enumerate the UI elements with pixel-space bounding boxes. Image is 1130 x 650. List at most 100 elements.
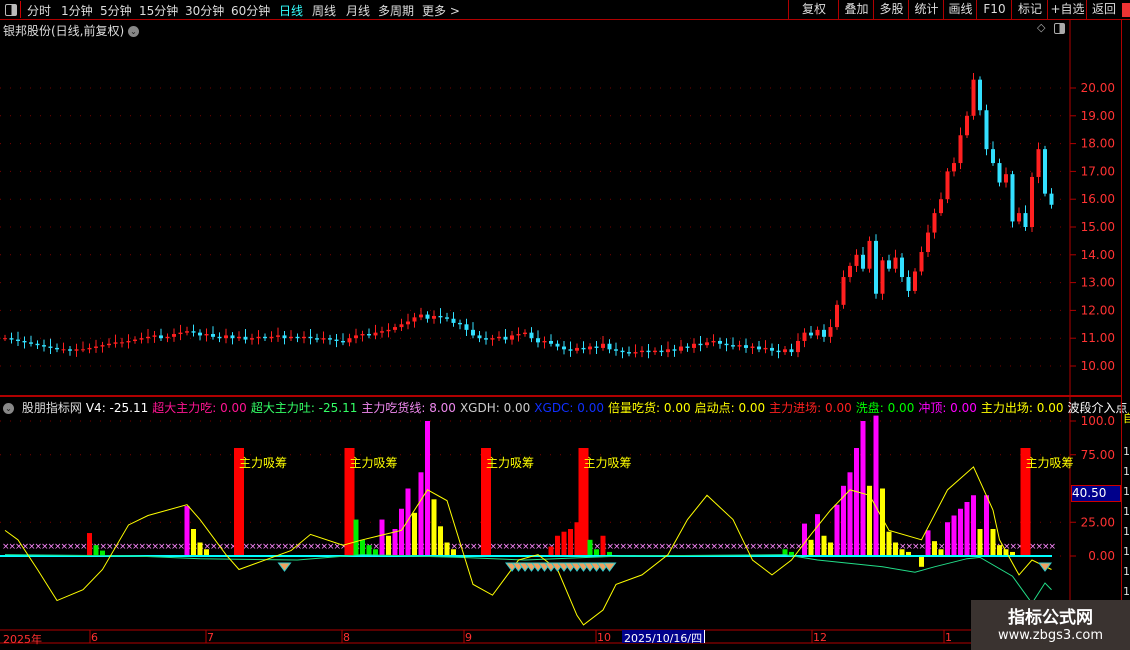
period-tab-4[interactable]: 30分钟 [185,4,225,18]
indicator-bar [873,415,879,556]
band-cross-mark: × [1003,542,1011,552]
toolbar-button-0[interactable]: 复权 [788,0,839,19]
indicator-label: 0.00 [1088,549,1115,563]
price-label: 13.00 [1081,276,1115,290]
period-tab-10[interactable]: 更多 > [422,4,460,18]
indicator-bar [938,549,944,556]
candle-body [809,332,813,336]
legend-item: 主力吃货线: 8.00 [361,401,456,415]
candle-body [48,346,53,348]
sidebar-item[interactable]: 1 [1123,545,1130,558]
period-tab-9[interactable]: 多周期 [378,4,415,18]
band-cross-mark: × [763,542,771,552]
candle-body [107,343,111,346]
toolbar-button-7[interactable]: +自选 [1047,0,1087,19]
band-cross-mark: × [509,542,517,552]
toolbar-button-4[interactable]: 画线 [943,0,977,19]
right-sidebar[interactable]: 自 1 1 1 1 1 1 1 1 [1121,20,1130,630]
candle-body [29,342,33,344]
indicator-bar [412,512,417,556]
toolbar-button-5[interactable]: F10 [976,0,1012,19]
sidebar-item[interactable]: 自 [1123,410,1130,426]
candle-body [789,349,794,353]
panel-layout-icon[interactable] [1054,23,1065,34]
candle-body [1036,149,1041,177]
stock-title[interactable]: 银邦股份(日线,前复权) ⌄ [3,22,140,39]
sidebar-item[interactable]: 1 [1123,485,1130,498]
price-label: 17.00 [1081,164,1115,178]
sidebar-item[interactable]: 1 [1123,505,1130,518]
candle-body [425,314,430,319]
indicator-bar [893,542,898,556]
diamond-icon[interactable]: ◇ [1037,21,1046,34]
toolbar-button-6[interactable]: 标记 [1011,0,1048,19]
indicator-bar [919,556,924,567]
band-cross-mark: × [639,542,647,552]
toolbar-button-3[interactable]: 统计 [908,0,944,19]
candle-body [393,327,397,330]
toolbar-button-8[interactable]: 返回 [1086,0,1121,19]
candle-body [646,350,651,353]
sidebar-item[interactable]: 1 [1123,525,1130,538]
candle-body [295,336,300,339]
signal-bar [234,448,244,556]
indicator-bar [789,551,794,556]
candle-body [490,338,495,340]
toolbar-button-1[interactable]: 叠加 [838,0,874,19]
sidebar-tab-marker[interactable] [1122,3,1130,17]
period-tab-7[interactable]: 周线 [312,4,337,18]
indicator-bar [821,535,827,556]
chevron-down-icon[interactable]: ⌄ [128,26,140,37]
band-cross-mark: × [665,542,673,552]
band-cross-mark: × [626,542,634,552]
candle-body [653,350,657,353]
band-cross-mark: × [295,542,303,552]
indicator-bar [847,472,853,556]
legend-item: 主力进场: 0.00 [769,401,852,415]
candle-body [854,254,859,266]
indicator-bar [574,522,580,556]
period-tab-8[interactable]: 月线 [346,4,371,18]
sidebar-item[interactable]: 1 [1123,465,1130,478]
indicator-bar [815,514,820,556]
candle-body [308,336,313,339]
band-cross-mark: × [158,542,166,552]
sidebar-item[interactable]: 1 [1123,585,1130,598]
band-cross-mark: × [327,542,335,552]
period-tab-5[interactable]: 60分钟 [231,4,271,18]
indicator-bar [360,539,365,556]
toolbar-button-2[interactable]: 多股 [873,0,909,19]
candle-body [731,345,735,347]
band-cross-mark: × [678,542,686,552]
signal-label: 主力吸筹 [350,456,398,470]
candle-body [750,346,755,348]
band-cross-mark: × [594,542,602,552]
period-tab-2[interactable]: 5分钟 [100,4,132,18]
sidebar-item[interactable]: 1 [1123,445,1130,458]
period-tab-3[interactable]: 15分钟 [139,4,179,18]
band-cross-mark: × [269,542,277,552]
indicator-bar [945,522,950,556]
candle-body [601,343,605,348]
band-cross-mark: × [1029,542,1037,552]
candle-body [880,260,885,294]
candle-body [984,110,989,150]
legend-item: 超大主力吃: 0.00 [152,401,247,415]
yellow-line [4,466,1052,626]
band-cross-mark: × [106,542,114,552]
candle-body [568,349,573,351]
sidebar-item[interactable]: 1 [1123,565,1130,578]
indicator-bar [204,549,209,556]
candle-body [737,345,742,347]
candle-body [419,314,423,318]
chevron-down-icon[interactable]: ⌄ [3,403,14,414]
period-tab-6[interactable]: 日线 [279,4,304,18]
period-tab-1[interactable]: 1分钟 [61,4,93,18]
indicator-bar [782,549,788,556]
candle-body [978,79,982,111]
period-tab-0[interactable]: 分时 [27,4,52,18]
panel-toggle-button[interactable] [2,1,21,18]
candle-body [230,335,235,339]
candle-body [282,335,287,339]
